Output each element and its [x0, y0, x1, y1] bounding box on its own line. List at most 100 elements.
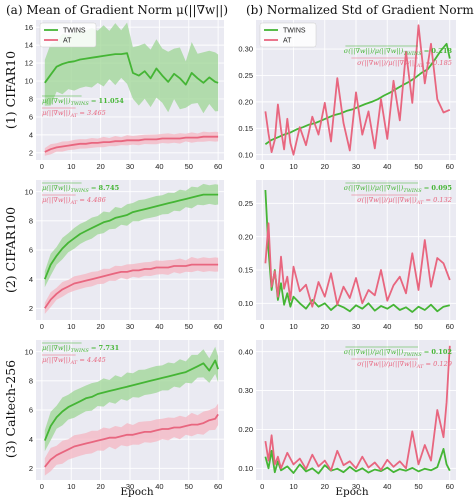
y-tick-label: 2 — [29, 148, 33, 157]
annotation-twins: σ(||∇w||)/μ(||∇w||)TWINS = 0.095 — [344, 184, 453, 194]
x-tick-label: 50 — [185, 322, 193, 331]
x-tick-label: 60 — [446, 162, 454, 171]
chart-a3: 0 10 20 30 40 50 60 2 4 6 8 10 μ(||∇w||)TWINS = 7.73… — [25, 340, 224, 491]
annotation-equals: = — [422, 348, 432, 356]
y-tick-label: 16 — [25, 23, 33, 32]
annotation-subscript: AT — [416, 63, 424, 69]
annotation-equals: = — [423, 59, 433, 67]
legend: TWINS AT — [259, 22, 317, 48]
annotation-equals: = — [423, 360, 433, 368]
annotation-subscript: AT — [70, 200, 78, 206]
annotation-subscript: TWINS — [403, 188, 422, 194]
annotation-subscript: TWINS — [71, 101, 90, 107]
series-line-twins — [43, 359, 219, 441]
annotation-subscript: AT — [416, 200, 424, 206]
y-tick-label: 8 — [29, 216, 33, 225]
annotation-expression: μ(||∇w||) — [42, 344, 71, 352]
series-line-at — [264, 222, 451, 308]
annotation-expression: σ(||∇w||)/μ(||∇w||) — [344, 47, 404, 55]
column-title-a: (a) Mean of Gradient Norm μ(||∇w||) — [6, 3, 228, 17]
x-tick-label: 10 — [67, 482, 75, 491]
y-tick-label: 12 — [25, 59, 33, 68]
confidence-band-at — [44, 403, 219, 476]
x-tick-label: 60 — [446, 482, 454, 491]
x-axis-label-a: Epoch — [120, 486, 154, 498]
annotation-value: 4.445 — [86, 356, 106, 364]
annotation-subscript: TWINS — [403, 352, 422, 358]
y-tick-label: 0.20 — [238, 232, 253, 241]
x-tick-label: 20 — [96, 162, 104, 171]
annotation-value: 0.185 — [433, 59, 452, 67]
y-tick-label: 8 — [29, 95, 33, 104]
x-axis-label-b: Epoch — [335, 486, 369, 498]
annotation-value: 3.465 — [87, 109, 106, 117]
x-tick-label: 10 — [67, 162, 75, 171]
y-tick-label: 10 — [25, 77, 33, 86]
x-tick-label: 0 — [260, 162, 264, 171]
annotation-expression: σ(||∇w||)/μ(||∇w||) — [344, 184, 404, 192]
annotation-equals: = — [89, 344, 99, 352]
y-tick-label: 0.25 — [238, 71, 253, 80]
x-tick-label: 50 — [185, 162, 193, 171]
x-tick-label: 30 — [352, 482, 360, 491]
annotation-at: σ(||∇w||)/μ(||∇w||)AT = 0.129 — [357, 360, 452, 370]
annotation-twins: μ(||∇w||)TWINS = 11.054 — [42, 97, 124, 107]
confidence-band-at — [44, 257, 219, 314]
annotation-twins: σ(||∇w||)/μ(||∇w||)TWINS = 0.102 — [344, 348, 452, 358]
y-tick-label: 0.40 — [238, 347, 253, 356]
annotation-value: 4.486 — [86, 196, 106, 204]
x-tick-label: 60 — [214, 322, 222, 331]
y-tick-label: 0.10 — [238, 299, 253, 308]
annotation-expression: μ(||∇w||) — [42, 97, 71, 105]
y-tick-label: 4 — [29, 130, 33, 139]
x-tick-label: 40 — [155, 322, 163, 331]
annotation-expression: σ(||∇w||)/μ(||∇w||) — [357, 360, 417, 368]
y-tick-label: 0.15 — [238, 266, 253, 275]
series-line-at — [264, 24, 451, 156]
x-tick-label: 10 — [289, 162, 297, 171]
annotation-equals: = — [89, 184, 99, 192]
y-tick-label: 10 — [25, 187, 33, 196]
x-tick-label: 50 — [414, 322, 422, 331]
legend-label-twins: TWINS — [283, 28, 306, 35]
annotation-expression: μ(||∇w||) — [42, 196, 71, 204]
series-line-twins — [264, 448, 451, 475]
x-tick-label: 20 — [321, 162, 329, 171]
row-label-caltech256: (3) Caltech-256 — [3, 360, 18, 458]
annotation-subscript: TWINS — [403, 51, 422, 57]
confidence-band-twins — [44, 346, 219, 452]
series-line-twins — [264, 42, 451, 145]
annotation-equals: = — [89, 97, 99, 105]
y-tick-label: 6 — [29, 246, 33, 255]
chart-a2: 0 10 20 30 40 50 60 2 4 6 8 10 μ(||∇w||)TWINS = 8.74… — [25, 180, 224, 331]
annotation-at: μ(||∇w||)AT = 4.445 — [42, 356, 106, 366]
annotation-twins: μ(||∇w||)TWINS = 7.731 — [42, 344, 119, 354]
y-tick-label: 0.20 — [238, 425, 253, 434]
annotation-at: σ(||∇w||)/μ(||∇w||)AT = 0.132 — [357, 196, 452, 206]
annotation-expression: μ(||∇w||) — [42, 184, 71, 192]
annotation-equals: = — [422, 184, 432, 192]
annotation-at: μ(||∇w||)AT = 3.465 — [42, 109, 106, 119]
annotation-value: 0.102 — [431, 348, 452, 356]
annotation-at: σ(||∇w||)/μ(||∇w||)AT = 0.185 — [357, 59, 452, 69]
x-tick-label: 20 — [321, 482, 329, 491]
row-label-cifar100: (2) CIFAR100 — [3, 207, 18, 293]
y-tick-label: 4 — [29, 275, 33, 284]
y-tick-label: 6 — [29, 406, 33, 415]
annotation-value: 8.745 — [99, 184, 120, 192]
x-tick-label: 20 — [96, 322, 104, 331]
annotation-value: 0.218 — [431, 47, 452, 55]
data-layer — [264, 189, 451, 313]
x-tick-label: 10 — [289, 322, 297, 331]
row-label-cifar10: (1) CIFAR10 — [3, 51, 18, 129]
x-tick-label: 50 — [185, 482, 193, 491]
data-layer — [43, 346, 219, 476]
series-line-at — [264, 345, 451, 472]
series-line-twins — [43, 193, 219, 280]
annotation-equals: = — [77, 196, 87, 204]
annotation-subscript: TWINS — [71, 348, 90, 354]
y-tick-label: 0.20 — [238, 97, 253, 106]
y-tick-label: 4 — [29, 435, 33, 444]
annotation-subscript: TWINS — [71, 188, 90, 194]
